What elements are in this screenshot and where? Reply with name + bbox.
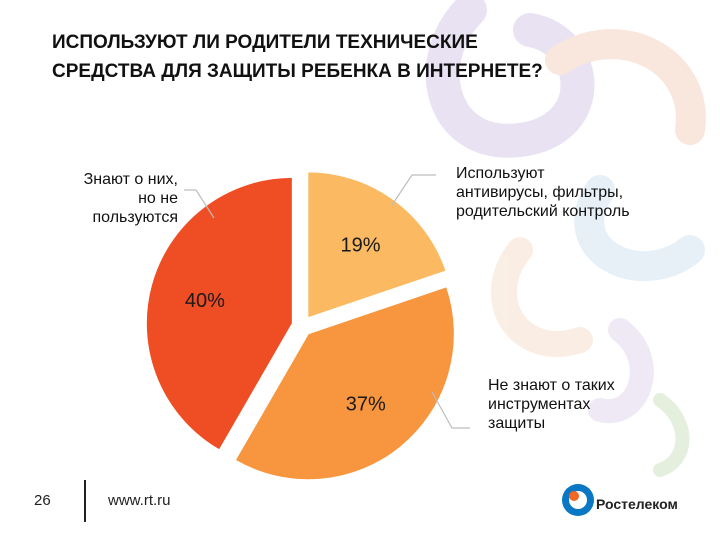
slice-dont-know bbox=[234, 286, 455, 481]
leader-line-dont-know bbox=[431, 391, 470, 429]
company-logo-text: Ростелеком bbox=[596, 496, 678, 512]
slice-label-dont-know: 37% bbox=[346, 394, 386, 416]
page-number: 26 bbox=[34, 492, 51, 509]
slice-know-not-use bbox=[145, 176, 293, 451]
footer-url: www.rt.ru bbox=[108, 492, 171, 509]
slice-label-know-not-use: 40% bbox=[185, 290, 225, 312]
page-title: ИСПОЛЬЗУЮТ ЛИ РОДИТЕЛИ ТЕХНИЧЕСКИЕ СРЕДС… bbox=[52, 32, 543, 82]
label-use: Используют антивирусы, фильтры, родитель… bbox=[456, 165, 630, 220]
slice-label-use: 19% bbox=[341, 234, 381, 256]
leader-line-use bbox=[391, 174, 436, 206]
label-dont-know: Не знают о таких инструментах защиты bbox=[488, 377, 615, 432]
leader-line-know-not-use bbox=[184, 189, 215, 219]
pie-chart: 19% 37% 40% bbox=[145, 171, 455, 481]
logo-mark bbox=[562, 484, 594, 516]
footer-divider bbox=[84, 480, 86, 522]
leader-lines bbox=[184, 174, 470, 429]
decor-ribbons bbox=[425, 0, 706, 477]
label-know-not-use: Знают о них, но не пользуются bbox=[83, 171, 178, 226]
slice-use bbox=[307, 171, 447, 319]
